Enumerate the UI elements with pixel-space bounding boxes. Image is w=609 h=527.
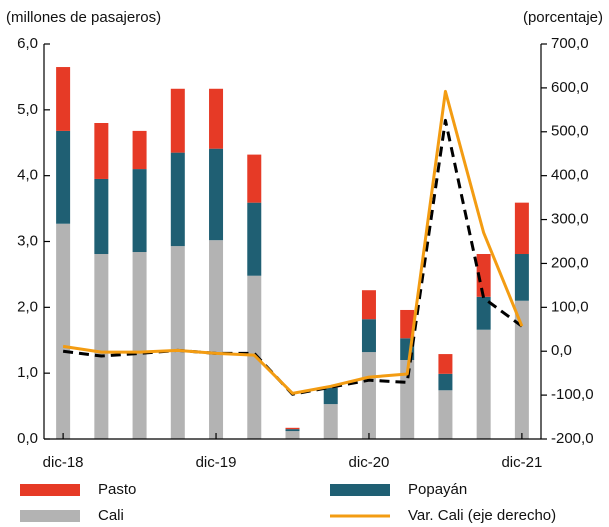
y2-axis-label: (porcentaje) [523, 9, 603, 26]
legend-label: Pasto [98, 481, 136, 498]
y2-tick-label: -200,0 [551, 430, 594, 447]
bar-segment [476, 254, 491, 297]
bar-segment [56, 67, 71, 131]
y-tick-label: 4,0 [17, 167, 38, 184]
bar-segment [94, 254, 109, 439]
x-tick-label: dic-18 [43, 454, 84, 471]
bar-segment [438, 390, 453, 439]
bar-segment [514, 202, 529, 255]
x-tick-label: dic-19 [196, 454, 237, 471]
bar-segment [132, 130, 147, 170]
bar-segment [514, 300, 529, 439]
bar-segment [476, 329, 491, 439]
bar-segment [361, 352, 376, 439]
bar-segment [56, 223, 71, 439]
legend-swatch [330, 484, 390, 496]
bar-segment [132, 169, 147, 253]
bar-segment [438, 354, 453, 374]
x-tick-label: dic-21 [501, 454, 542, 471]
legend-swatch [20, 510, 80, 522]
y-tick-label: 1,0 [17, 364, 38, 381]
bar-segment [132, 252, 147, 439]
legend-label: Popayán [408, 481, 467, 498]
bar-segment [476, 296, 491, 330]
y-tick-label: 2,0 [17, 298, 38, 315]
bar-segment [438, 373, 453, 391]
bar-segment [94, 123, 109, 179]
bar-segment [323, 387, 338, 405]
bar-segment [400, 309, 415, 339]
legend-swatch [20, 484, 80, 496]
bar-segment [170, 88, 185, 153]
bar-segment [209, 88, 224, 149]
bar-segment [247, 202, 262, 276]
bar-segment [361, 319, 376, 353]
line-series [62, 89, 524, 395]
bar-segment [361, 290, 376, 320]
bar-segment [170, 246, 185, 439]
bar-segment [247, 154, 262, 203]
bar-segment [56, 130, 71, 224]
bar-segment [514, 254, 529, 301]
bar-segment [209, 240, 224, 439]
bar-segment [323, 404, 338, 439]
y-tick-label: 0,0 [17, 430, 38, 447]
y-tick-label: 6,0 [17, 35, 38, 52]
bar-segment [285, 431, 300, 439]
bar-segment [285, 429, 300, 432]
x-tick-label: dic-20 [349, 454, 390, 471]
y2-tick-label: 200,0 [551, 254, 589, 271]
y-tick-label: 3,0 [17, 232, 38, 249]
y-tick-label: 5,0 [17, 101, 38, 118]
y2-tick-label: 100,0 [551, 298, 589, 315]
legend-label: Cali [98, 507, 124, 524]
y2-tick-label: 700,0 [551, 35, 589, 52]
bar-segment [209, 148, 224, 241]
y2-tick-label: 400,0 [551, 167, 589, 184]
legend-label: Var. Cali (eje derecho) [408, 507, 556, 524]
y2-tick-label: 300,0 [551, 211, 589, 228]
y2-tick-label: 600,0 [551, 79, 589, 96]
bar-segment [400, 360, 415, 439]
bar-segment [247, 275, 262, 439]
y2-tick-label: -100,0 [551, 386, 594, 403]
y-axis-label: (millones de pasajeros) [6, 9, 161, 26]
y2-tick-label: 0,0 [551, 342, 572, 359]
bar-segment [285, 427, 300, 430]
bar-segment [170, 152, 185, 247]
bar-segment [94, 178, 109, 255]
y2-tick-label: 500,0 [551, 123, 589, 140]
